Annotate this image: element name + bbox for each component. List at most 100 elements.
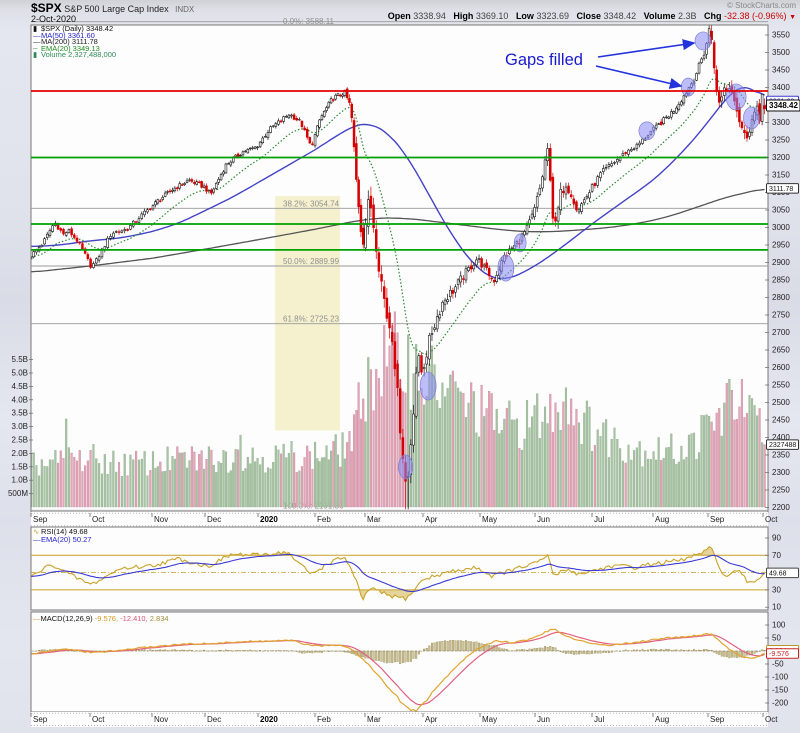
volume-layer: [31, 311, 766, 508]
volume-bar: [462, 393, 465, 508]
candle-body: [454, 286, 457, 293]
macd-histogram-bar: [602, 650, 605, 653]
macd-histogram-bar: [498, 647, 501, 652]
axis-value-box-label: 3111.78: [769, 186, 793, 193]
macd-histogram-bar: [237, 650, 240, 652]
rsi-axis-label: 30: [772, 585, 781, 594]
candle-body: [126, 228, 129, 231]
month-label: Oct: [765, 515, 778, 524]
volume-bar: [580, 444, 583, 508]
gap-ellipse: [638, 121, 656, 141]
candle-body: [246, 149, 250, 154]
candle-body: [425, 356, 428, 365]
macd-histogram-bar: [391, 650, 394, 664]
macd-histogram-bar: [343, 650, 346, 653]
candle-body: [533, 207, 536, 217]
macd-histogram-bar: [657, 649, 660, 652]
volume-bar: [212, 464, 215, 508]
candle-body: [48, 230, 52, 236]
macd-histogram-bar: [607, 650, 610, 654]
candle-body: [675, 107, 678, 114]
macd-histogram-layer: [31, 640, 766, 665]
macd-histogram-bar: [633, 649, 636, 652]
candle-body: [31, 256, 33, 260]
macd-histogram-bar: [544, 646, 547, 652]
volume-bar: [562, 401, 565, 508]
volume-bar: [78, 450, 81, 508]
volume-bar: [205, 459, 208, 508]
volume-bar: [377, 378, 380, 508]
candle-body: [422, 367, 426, 370]
axis-value-box-label: 3348.42: [769, 101, 798, 110]
candle-body: [308, 137, 312, 144]
volume-bar: [705, 414, 708, 508]
volume-bar: [222, 450, 225, 508]
volume-bar: [602, 422, 605, 508]
candle-body: [348, 98, 351, 103]
candle-body: [621, 152, 625, 156]
candle-body: [292, 114, 296, 120]
macd-histogram-bar: [436, 641, 439, 652]
volume-bar: [70, 452, 73, 508]
volume-bar: [624, 462, 627, 508]
candle-body: [258, 141, 262, 148]
candle-body: [109, 236, 112, 239]
macd-histogram-bar: [446, 640, 449, 652]
volume-bar: [137, 459, 140, 508]
volume-bar: [531, 416, 534, 508]
volume-bar: [73, 457, 76, 508]
candle-body: [322, 111, 326, 117]
volume-bar: [234, 449, 237, 508]
volume-bar: [605, 419, 608, 508]
price-axis-label: 2550: [772, 381, 790, 390]
candle-body: [171, 189, 174, 192]
volume-bar: [156, 466, 159, 508]
fib-label: 0.0%: 3588.11: [283, 17, 335, 26]
candle-body: [374, 229, 378, 252]
volume-bar: [396, 332, 399, 508]
volume-bar: [735, 419, 738, 508]
legend-ema20-row: ┄ EMA(20) 3349.13: [33, 43, 116, 53]
candle-body: [490, 277, 493, 280]
macd-histogram-bar: [761, 649, 764, 652]
volume-bar: [675, 463, 678, 508]
volume-bar: [467, 402, 470, 508]
volume-bar: [700, 415, 703, 508]
volume-bar: [359, 418, 362, 508]
price-axis-label: 2250: [772, 486, 790, 495]
macd-histogram-bar: [159, 649, 162, 652]
volume-bar: [672, 458, 675, 508]
candle-body: [112, 232, 115, 238]
volume-bar: [181, 452, 184, 508]
volume-bar: [210, 449, 213, 508]
high-label: High: [453, 11, 474, 21]
volume-bar: [120, 476, 123, 508]
candle-body: [106, 237, 109, 248]
legend-price-row: ▮ $SPX (Daily) 3348.42: [33, 25, 116, 33]
annotation-arrow: [597, 39, 696, 58]
volume-bar: [323, 457, 326, 508]
candle-body: [277, 120, 280, 125]
candle-body: [244, 150, 247, 153]
legend-ema20-label: EMA(20) 3349.13: [41, 43, 100, 53]
volume-bar: [203, 468, 206, 508]
macd-histogram-bar: [495, 645, 498, 652]
volume-bar: [621, 460, 624, 508]
candle-body: [559, 189, 562, 210]
volume-bar: [200, 450, 203, 508]
candle-body: [214, 183, 218, 189]
macd-histogram-bar: [723, 650, 726, 657]
candle-body: [140, 213, 144, 219]
chg-dropdown-icon[interactable]: ▼: [789, 14, 796, 21]
macd-histogram-bar: [687, 649, 690, 652]
macd-histogram-bar: [301, 650, 303, 654]
candle-body: [583, 199, 586, 204]
macd-value: -9.576,: [94, 614, 119, 623]
price-axis-label: 2450: [772, 416, 790, 425]
macd-histogram-bar: [234, 650, 237, 652]
open-label: Open: [387, 11, 411, 21]
volume-bar: [655, 459, 658, 508]
volume-bar: [126, 475, 129, 508]
volume-bar: [758, 408, 761, 508]
macd-axis-label: 50: [772, 634, 781, 643]
